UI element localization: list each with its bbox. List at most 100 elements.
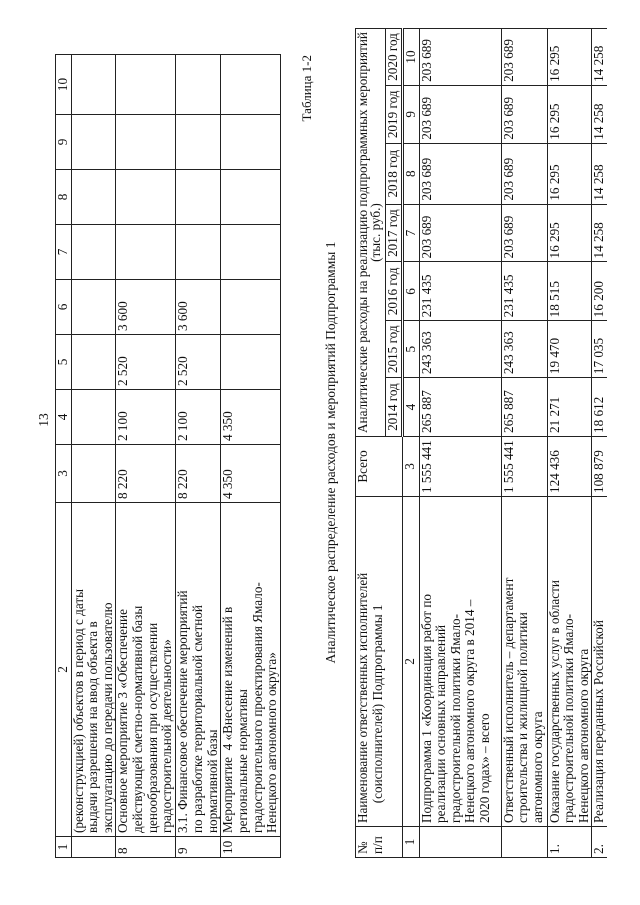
row-value: 17 035 — [591, 320, 607, 378]
header-row: 1 2 3 4 5 6 7 8 9 10 — [55, 54, 72, 858]
row-value: 243 363 — [501, 320, 548, 378]
row-value: 2 100 — [115, 389, 176, 445]
row-value: 265 887 — [419, 377, 502, 437]
row-value: 8 220 — [175, 444, 221, 503]
row-value: 3 600 — [175, 279, 221, 335]
row-value: 2 520 — [115, 334, 176, 390]
table-row: 1. Оказание государственных услуг в облас… — [547, 28, 592, 858]
year-header: 2016 год — [385, 261, 403, 321]
row-value — [71, 444, 116, 503]
column-number: 7 — [402, 204, 420, 262]
row-value — [71, 334, 116, 390]
row-value — [71, 114, 116, 170]
row-name: Ответственный исполнитель – департамент … — [501, 496, 548, 827]
column-number: 1 — [402, 826, 420, 858]
column-number: 4 — [402, 377, 420, 437]
row-value — [71, 279, 116, 335]
table-title: Аналитическое распределение расходов и м… — [323, 241, 338, 664]
row-value — [220, 224, 281, 280]
row-value: 203 689 — [419, 85, 502, 144]
row-value — [71, 169, 116, 225]
year-header: 2015 год — [385, 320, 403, 378]
row-value: 16 200 — [591, 261, 607, 321]
row-name: Подпрограмма 1 «Координация работ по реа… — [419, 496, 502, 827]
row-value — [115, 54, 176, 115]
row-value: 203 689 — [501, 85, 548, 144]
column-number: 6 — [55, 279, 72, 335]
row-value: 1 555 441 — [419, 436, 502, 497]
row-number: 8 — [115, 836, 176, 858]
row-value: 231 435 — [419, 261, 502, 321]
row-value: 16 295 — [547, 28, 592, 86]
header-group: Аналитические расходы на реализацию подп… — [355, 28, 386, 437]
row-number — [501, 826, 548, 858]
row-value — [115, 169, 176, 225]
row-value: 4 350 — [220, 444, 281, 503]
row-value: 124 436 — [547, 436, 592, 497]
row-value: 4 350 — [220, 389, 281, 445]
year-header: 2018 год — [385, 143, 403, 205]
column-number: 4 — [55, 389, 72, 445]
row-value: 3 600 — [115, 279, 176, 335]
row-value — [220, 279, 281, 335]
row-value: 2 100 — [175, 389, 221, 445]
row-value — [175, 224, 221, 280]
header-name: Наименование ответственных исполнителей … — [355, 496, 403, 827]
table-row: Ответственный исполнитель – департамент … — [501, 28, 548, 858]
row-number — [71, 836, 116, 858]
row-number: 9 — [175, 836, 221, 858]
column-number: 1 — [55, 836, 72, 858]
column-number: 10 — [402, 28, 420, 86]
row-value: 1 555 441 — [501, 436, 548, 497]
expenses-table: № п/п Наименование ответственных исполни… — [355, 28, 607, 858]
row-value: 203 689 — [419, 143, 502, 205]
row-number: 1. — [547, 826, 592, 858]
row-value: 231 435 — [501, 261, 548, 321]
row-value: 203 689 — [501, 143, 548, 205]
row-value: 21 271 — [547, 377, 592, 437]
row-value: 243 363 — [419, 320, 502, 378]
row-number — [419, 826, 502, 858]
table-row: 10 Мероприятие 4 «Внесение изменений в ре… — [220, 54, 281, 858]
table-row: 8 Основное мероприятие 3 «Обеспечение дей… — [115, 54, 176, 858]
row-value: 203 689 — [501, 28, 548, 86]
row-value: 18 612 — [591, 377, 607, 437]
column-number: 5 — [402, 320, 420, 378]
year-header: 2020 год — [385, 28, 403, 86]
continued-table: 1 2 3 4 5 6 7 8 9 10 (реконструкцией) объектов в п… — [55, 54, 281, 858]
table-label: Таблица 1-2 — [299, 55, 314, 122]
column-number: 10 — [55, 54, 72, 115]
row-value: 203 689 — [419, 204, 502, 262]
table-row: (реконструкцией) объектов в период с дат… — [71, 54, 116, 858]
row-name: Основное мероприятие 3 «Обеспечение дейс… — [115, 502, 176, 837]
row-value — [175, 169, 221, 225]
row-value — [71, 54, 116, 115]
row-name: Реализация переданных Российской — [591, 496, 607, 827]
column-number: 2 — [402, 496, 420, 827]
row-number: 10 — [220, 836, 281, 858]
row-number: 2. — [591, 826, 607, 858]
row-value: 14 258 — [591, 204, 607, 262]
row-value: 14 258 — [591, 143, 607, 205]
column-number: 3 — [55, 444, 72, 503]
page-number: 13 — [36, 413, 51, 427]
row-value: 8 220 — [115, 444, 176, 503]
column-number: 6 — [402, 261, 420, 321]
year-header: 2017 год — [385, 204, 403, 262]
column-number: 8 — [402, 143, 420, 205]
row-value — [220, 54, 281, 115]
row-value — [71, 224, 116, 280]
row-value: 19 470 — [547, 320, 592, 378]
row-name: Оказание государственных услуг в области… — [547, 496, 592, 827]
row-value — [220, 334, 281, 390]
row-value: 16 295 — [547, 204, 592, 262]
row-name: 3.1. Финансовое обеспечение мероприятий … — [175, 502, 221, 837]
row-value: 16 295 — [547, 85, 592, 144]
row-value: 16 295 — [547, 143, 592, 205]
row-value — [220, 114, 281, 170]
row-value — [71, 389, 116, 445]
row-value: 14 258 — [591, 85, 607, 144]
row-value — [175, 114, 221, 170]
row-value: 2 520 — [175, 334, 221, 390]
row-name: (реконструкцией) объектов в период с дат… — [71, 502, 116, 837]
